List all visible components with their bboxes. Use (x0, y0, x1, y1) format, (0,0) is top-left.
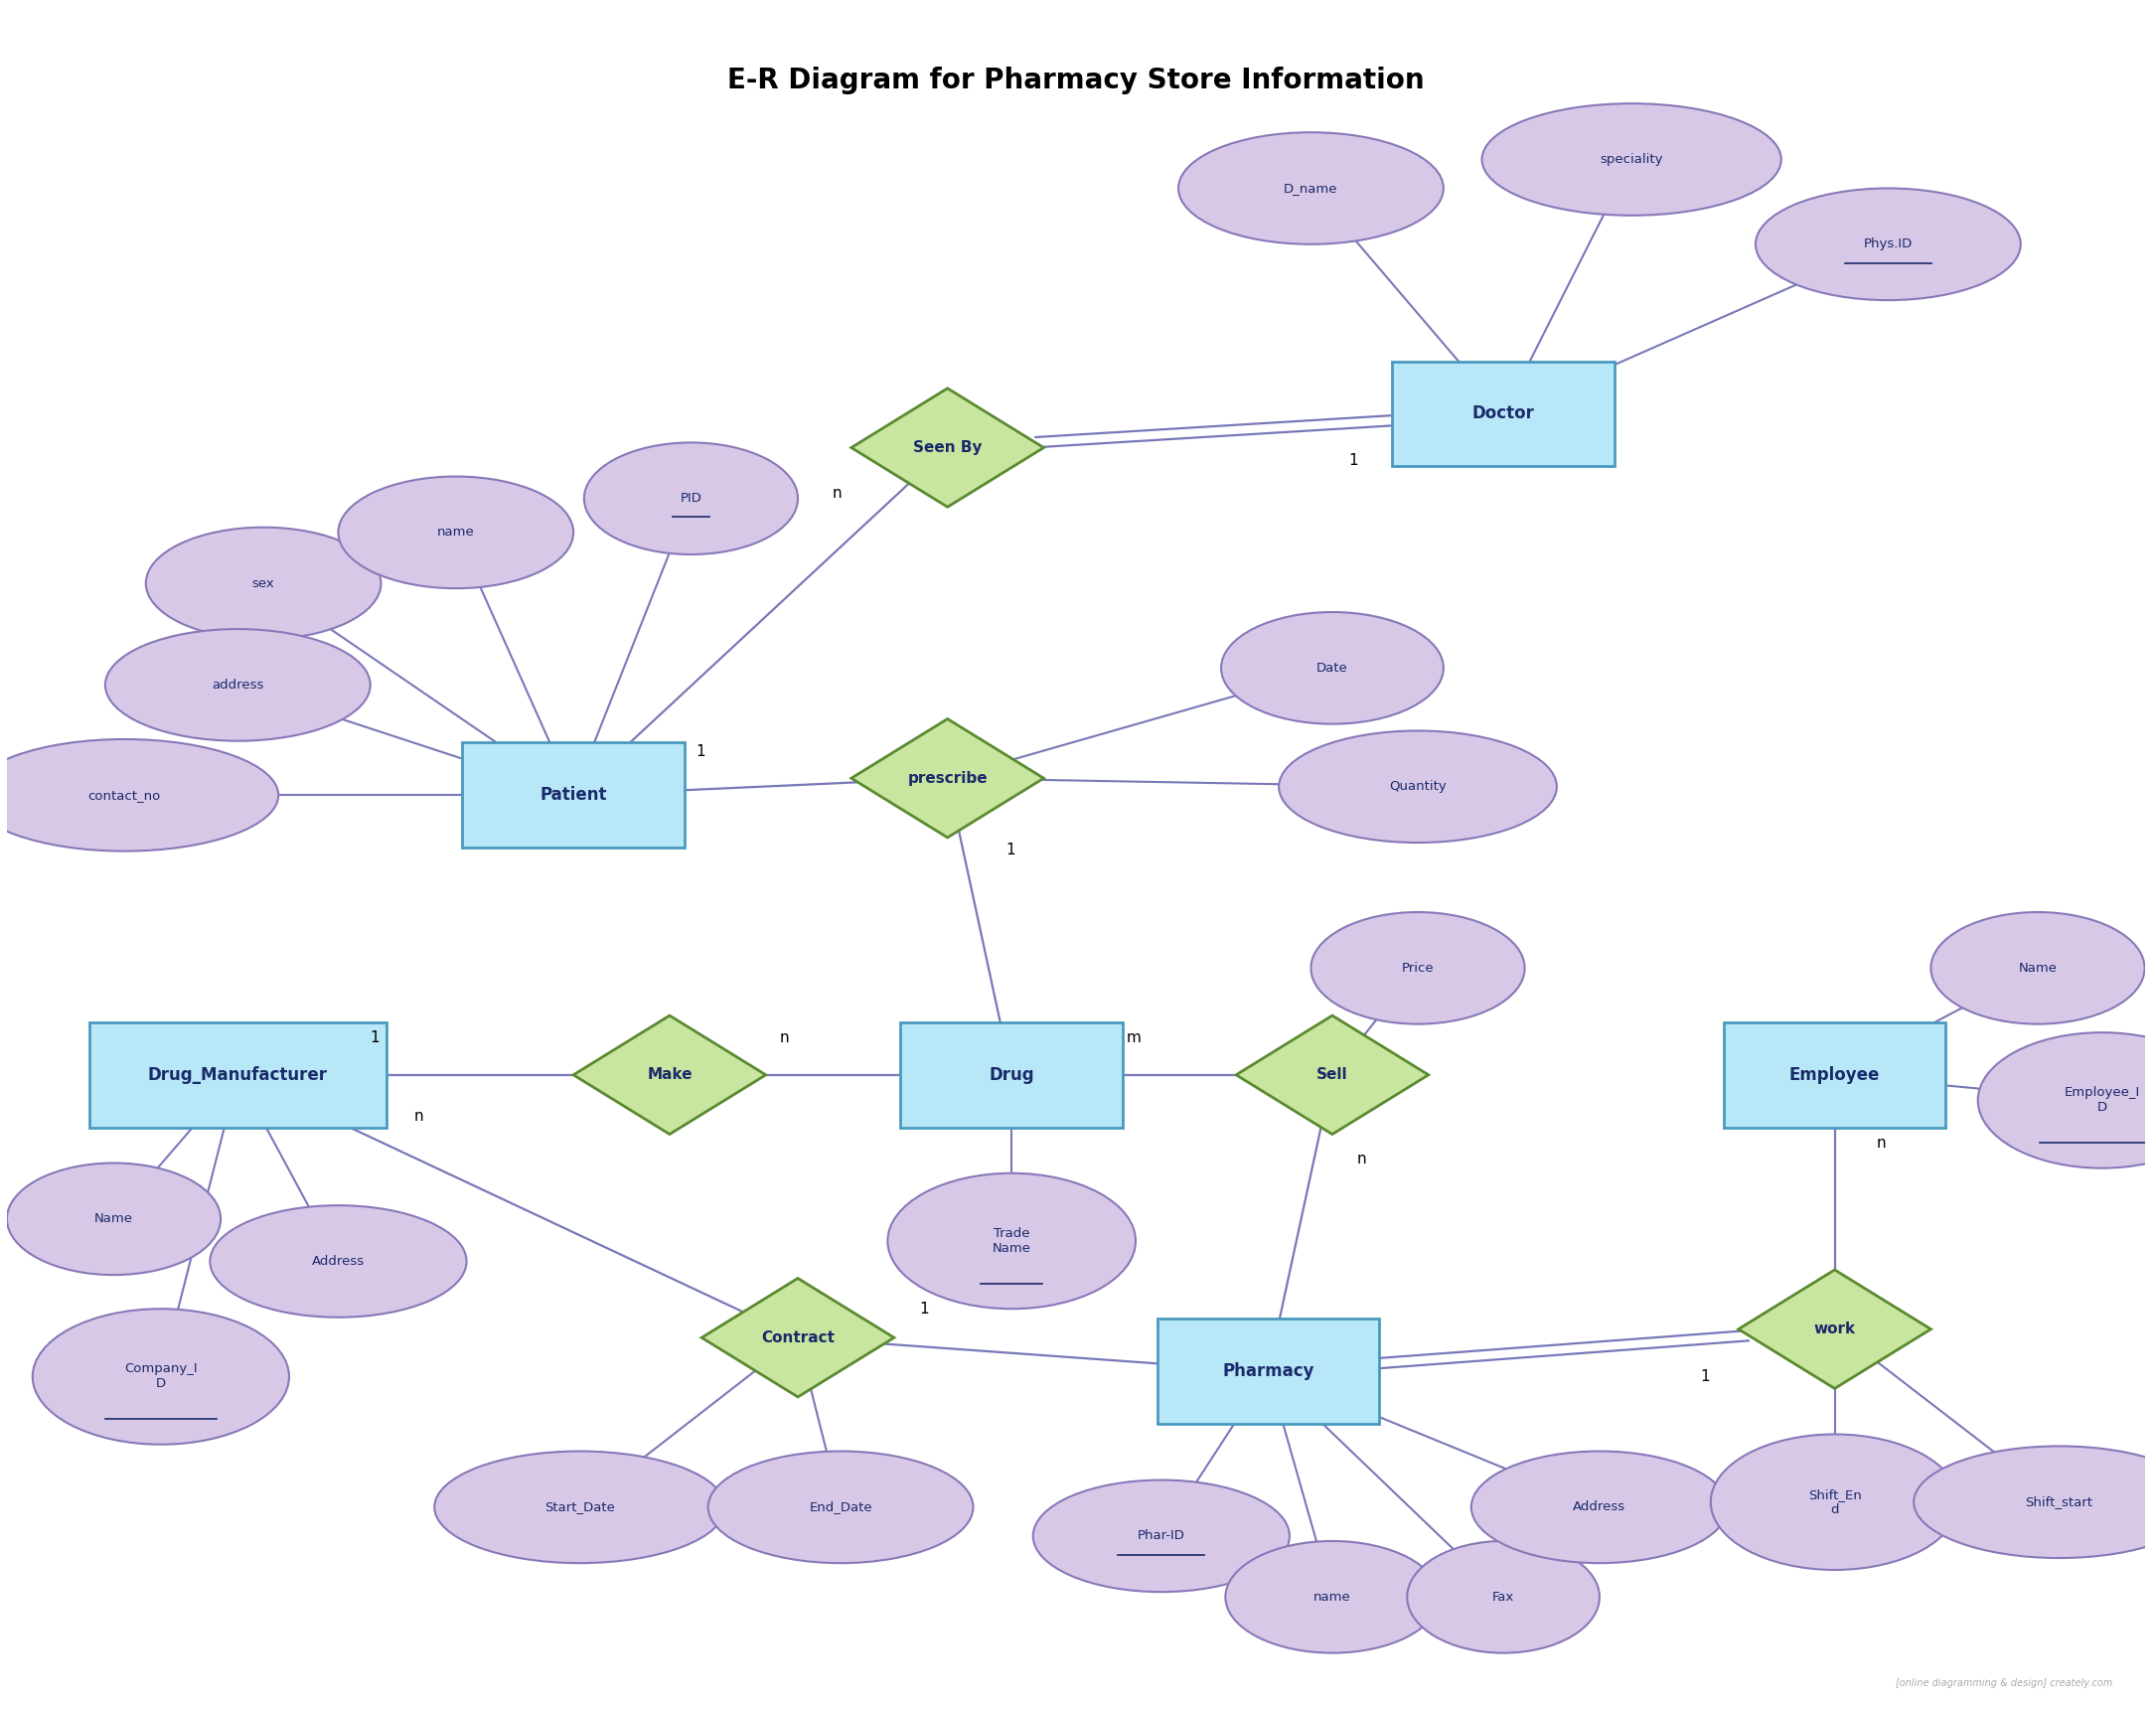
FancyBboxPatch shape (1158, 1319, 1380, 1424)
FancyBboxPatch shape (1393, 361, 1615, 467)
Text: Phys.ID: Phys.ID (1863, 238, 1912, 251)
Ellipse shape (1915, 1446, 2156, 1559)
Text: Employee_I
D: Employee_I D (2063, 1087, 2139, 1114)
Text: Trade
Name: Trade Name (992, 1227, 1031, 1254)
Text: Company_I
D: Company_I D (125, 1362, 198, 1391)
Ellipse shape (338, 477, 573, 588)
Text: Date: Date (1317, 661, 1348, 675)
Polygon shape (701, 1278, 895, 1396)
Text: Employee: Employee (1789, 1066, 1880, 1084)
FancyBboxPatch shape (88, 1022, 386, 1128)
Text: Sell: Sell (1317, 1068, 1348, 1082)
Text: Start_Date: Start_Date (545, 1501, 614, 1514)
Ellipse shape (1408, 1542, 1600, 1653)
Ellipse shape (209, 1205, 466, 1318)
Text: Drug_Manufacturer: Drug_Manufacturer (149, 1066, 328, 1084)
Text: Price: Price (1401, 962, 1434, 974)
Ellipse shape (1481, 104, 1781, 215)
Ellipse shape (1179, 132, 1445, 244)
Text: Address: Address (1574, 1501, 1626, 1514)
Polygon shape (852, 719, 1044, 837)
Text: 1: 1 (1699, 1369, 1710, 1384)
Text: PID: PID (679, 492, 703, 504)
Ellipse shape (6, 1164, 220, 1275)
Text: E-R Diagram for Pharmacy Store Information: E-R Diagram for Pharmacy Store Informati… (727, 67, 1425, 94)
Text: 1: 1 (696, 745, 705, 759)
Text: Phar-ID: Phar-ID (1138, 1530, 1186, 1543)
Text: name: name (1313, 1591, 1352, 1603)
Ellipse shape (707, 1451, 972, 1564)
Ellipse shape (1755, 188, 2020, 301)
Text: m: m (1125, 1031, 1141, 1044)
Text: n: n (414, 1109, 423, 1125)
Ellipse shape (888, 1172, 1136, 1309)
Ellipse shape (0, 740, 278, 851)
Text: n: n (1356, 1152, 1367, 1166)
Ellipse shape (1977, 1032, 2156, 1169)
Text: n: n (778, 1031, 789, 1044)
Text: Address: Address (313, 1254, 364, 1268)
Polygon shape (573, 1015, 765, 1135)
Ellipse shape (1225, 1542, 1440, 1653)
Text: Pharmacy: Pharmacy (1222, 1362, 1315, 1381)
Ellipse shape (1033, 1480, 1289, 1591)
Text: prescribe: prescribe (908, 771, 987, 786)
FancyBboxPatch shape (1723, 1022, 1947, 1128)
Text: 1: 1 (918, 1302, 929, 1316)
Text: address: address (211, 678, 263, 692)
Text: [online diagramming & design] creately.com: [online diagramming & design] creately.c… (1895, 1678, 2113, 1688)
Text: work: work (1813, 1321, 1856, 1336)
Text: n: n (1878, 1135, 1886, 1150)
Text: speciality: speciality (1600, 154, 1662, 166)
Text: contact_no: contact_no (88, 790, 162, 802)
Polygon shape (852, 388, 1044, 508)
Ellipse shape (1220, 612, 1445, 725)
Text: D_name: D_name (1283, 181, 1339, 195)
Text: Shift_En
d: Shift_En d (1809, 1489, 1861, 1516)
Text: Doctor: Doctor (1473, 405, 1535, 422)
Polygon shape (1235, 1015, 1429, 1135)
Text: 1: 1 (1007, 843, 1015, 858)
Ellipse shape (1932, 913, 2145, 1024)
Text: Quantity: Quantity (1388, 781, 1447, 793)
Ellipse shape (1279, 731, 1557, 843)
Text: Name: Name (95, 1212, 134, 1225)
Text: n: n (832, 485, 841, 501)
Text: Seen By: Seen By (912, 441, 981, 455)
Ellipse shape (436, 1451, 724, 1564)
Ellipse shape (32, 1309, 289, 1444)
Text: Shift_start: Shift_start (2024, 1495, 2093, 1509)
Ellipse shape (1311, 913, 1524, 1024)
Ellipse shape (584, 443, 798, 554)
Text: 1: 1 (369, 1031, 379, 1044)
FancyBboxPatch shape (901, 1022, 1123, 1128)
Ellipse shape (106, 629, 371, 742)
Ellipse shape (1470, 1451, 1727, 1564)
Text: Fax: Fax (1492, 1591, 1514, 1603)
Text: Make: Make (647, 1068, 692, 1082)
Text: sex: sex (252, 578, 274, 590)
Text: Patient: Patient (539, 786, 608, 805)
Text: Name: Name (2018, 962, 2057, 974)
Text: name: name (438, 526, 474, 538)
Polygon shape (1738, 1270, 1932, 1388)
Text: End_Date: End_Date (808, 1501, 873, 1514)
FancyBboxPatch shape (461, 743, 686, 848)
Text: Contract: Contract (761, 1330, 834, 1345)
Ellipse shape (1710, 1434, 1958, 1571)
Text: Drug: Drug (990, 1066, 1035, 1084)
Ellipse shape (147, 528, 382, 639)
Text: 1: 1 (1348, 453, 1358, 468)
